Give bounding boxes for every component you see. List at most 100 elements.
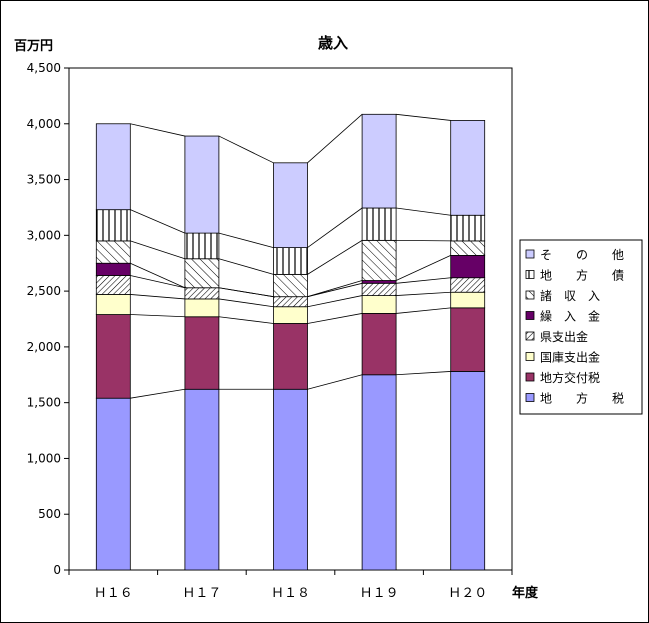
- legend-label: 諸 収 入: [540, 288, 600, 303]
- series-connector-line: [307, 282, 363, 298]
- series-connector-line: [307, 240, 363, 275]
- legend-label: そ の 他: [540, 248, 624, 262]
- x-category-label: Ｈ１７: [182, 586, 221, 601]
- x-category-label: Ｈ１８: [271, 586, 310, 601]
- bar-segment: [361, 239, 397, 281]
- bar-segment: [184, 287, 220, 300]
- bar-segment: [95, 275, 131, 295]
- series-connector-line: [130, 388, 185, 399]
- y-tick-label: 1,500: [27, 396, 61, 410]
- series-connector-line: [307, 313, 363, 324]
- series-connector-line: [307, 207, 363, 248]
- bar-segment: [184, 135, 220, 234]
- series-connector-line: [218, 232, 274, 248]
- series-connector-line: [130, 209, 186, 234]
- x-category-label: Ｈ１６: [94, 586, 133, 601]
- series-connector-line: [396, 277, 451, 284]
- bar-segment: [361, 207, 397, 241]
- bar-segment: [361, 280, 397, 284]
- series-connector-line: [130, 262, 186, 289]
- legend-label: 地 方 税: [540, 391, 624, 406]
- y-tick-label: 0: [53, 563, 61, 577]
- series-connector-line: [218, 298, 274, 308]
- legend-swatch: [525, 249, 535, 259]
- legend-swatch: [525, 372, 535, 382]
- bar-segment: [450, 371, 486, 571]
- series-connector-line: [130, 240, 186, 260]
- bar-segment: [450, 277, 486, 293]
- bar-segment: [95, 123, 131, 211]
- bar-segment: [184, 258, 220, 289]
- series-connector-line: [396, 113, 451, 121]
- bar-segment: [184, 232, 220, 260]
- bar-segment: [450, 291, 486, 309]
- series-connector-line: [307, 280, 363, 298]
- x-category-label: Ｈ１９: [360, 586, 399, 601]
- bar-segment: [273, 273, 308, 298]
- x-category-label: Ｈ２０: [448, 586, 487, 601]
- legend-swatch: [525, 352, 535, 361]
- legend-box: [519, 239, 643, 415]
- y-tick-label: 500: [38, 507, 61, 521]
- bar-segment: [273, 306, 308, 324]
- y-tick-label: 3,000: [27, 228, 61, 242]
- series-connector-line: [130, 314, 185, 318]
- series-connector-line: [307, 113, 363, 164]
- bar-segment: [273, 323, 308, 390]
- legend-label: 国庫支出金: [540, 350, 600, 365]
- series-connector-line: [218, 258, 274, 275]
- bar-segment: [184, 316, 220, 390]
- bar-segment: [95, 397, 131, 571]
- legend-swatch: [525, 331, 535, 341]
- y-tick-label: 4,500: [27, 61, 61, 75]
- bar-segment: [361, 295, 397, 314]
- bar-segment: [450, 214, 486, 242]
- legend-swatch: [525, 393, 535, 402]
- legend-swatch: [525, 270, 535, 279]
- bar-segment: [361, 313, 397, 376]
- bar-segment: [95, 294, 131, 315]
- bar-segment: [361, 113, 397, 209]
- series-connector-line: [396, 371, 451, 376]
- bar-segment: [95, 314, 131, 399]
- legend-label: 地方交付税: [540, 370, 600, 385]
- bar-segment: [361, 282, 397, 296]
- legend-swatch: [525, 311, 535, 320]
- y-tick-label: 1,000: [27, 451, 61, 465]
- y-tick-label: 2,500: [27, 284, 61, 298]
- legend-label: 繰 入 金: [540, 309, 600, 324]
- series-connector-line: [396, 239, 451, 242]
- bar-segment: [361, 374, 397, 571]
- bar-segment: [450, 120, 486, 216]
- series-connector-line: [218, 316, 274, 324]
- bar-segment: [273, 162, 308, 249]
- bar-segment: [95, 240, 131, 264]
- series-connector-line: [396, 307, 451, 314]
- bar-segment: [184, 298, 220, 318]
- y-axis-unit-label: 百万円: [14, 39, 53, 54]
- y-tick-label: 2,000: [27, 340, 61, 354]
- series-connector-line: [307, 374, 363, 390]
- series-connector-line: [307, 295, 363, 308]
- series-connector-line: [395, 255, 451, 281]
- y-tick-label: 4,000: [27, 117, 61, 131]
- series-connector-line: [218, 135, 274, 164]
- series-connector-line: [396, 291, 451, 296]
- series-connector-line: [130, 294, 185, 300]
- chart-title: 歳入: [318, 34, 348, 52]
- legend-label: 地 方 債: [540, 268, 624, 283]
- bar-segment: [450, 240, 486, 256]
- y-tick-label: 3,500: [27, 173, 61, 187]
- legend-swatch: [525, 290, 535, 300]
- bar-segment: [273, 296, 308, 308]
- bar-segment: [273, 388, 308, 571]
- bar-segment: [95, 209, 131, 242]
- bar-segment: [184, 388, 220, 571]
- bar-segment: [450, 255, 486, 279]
- bar-segment: [95, 262, 131, 276]
- legend-label: 県支出金: [540, 329, 588, 344]
- series-connector-line: [218, 287, 274, 298]
- series-connector-line: [130, 123, 185, 137]
